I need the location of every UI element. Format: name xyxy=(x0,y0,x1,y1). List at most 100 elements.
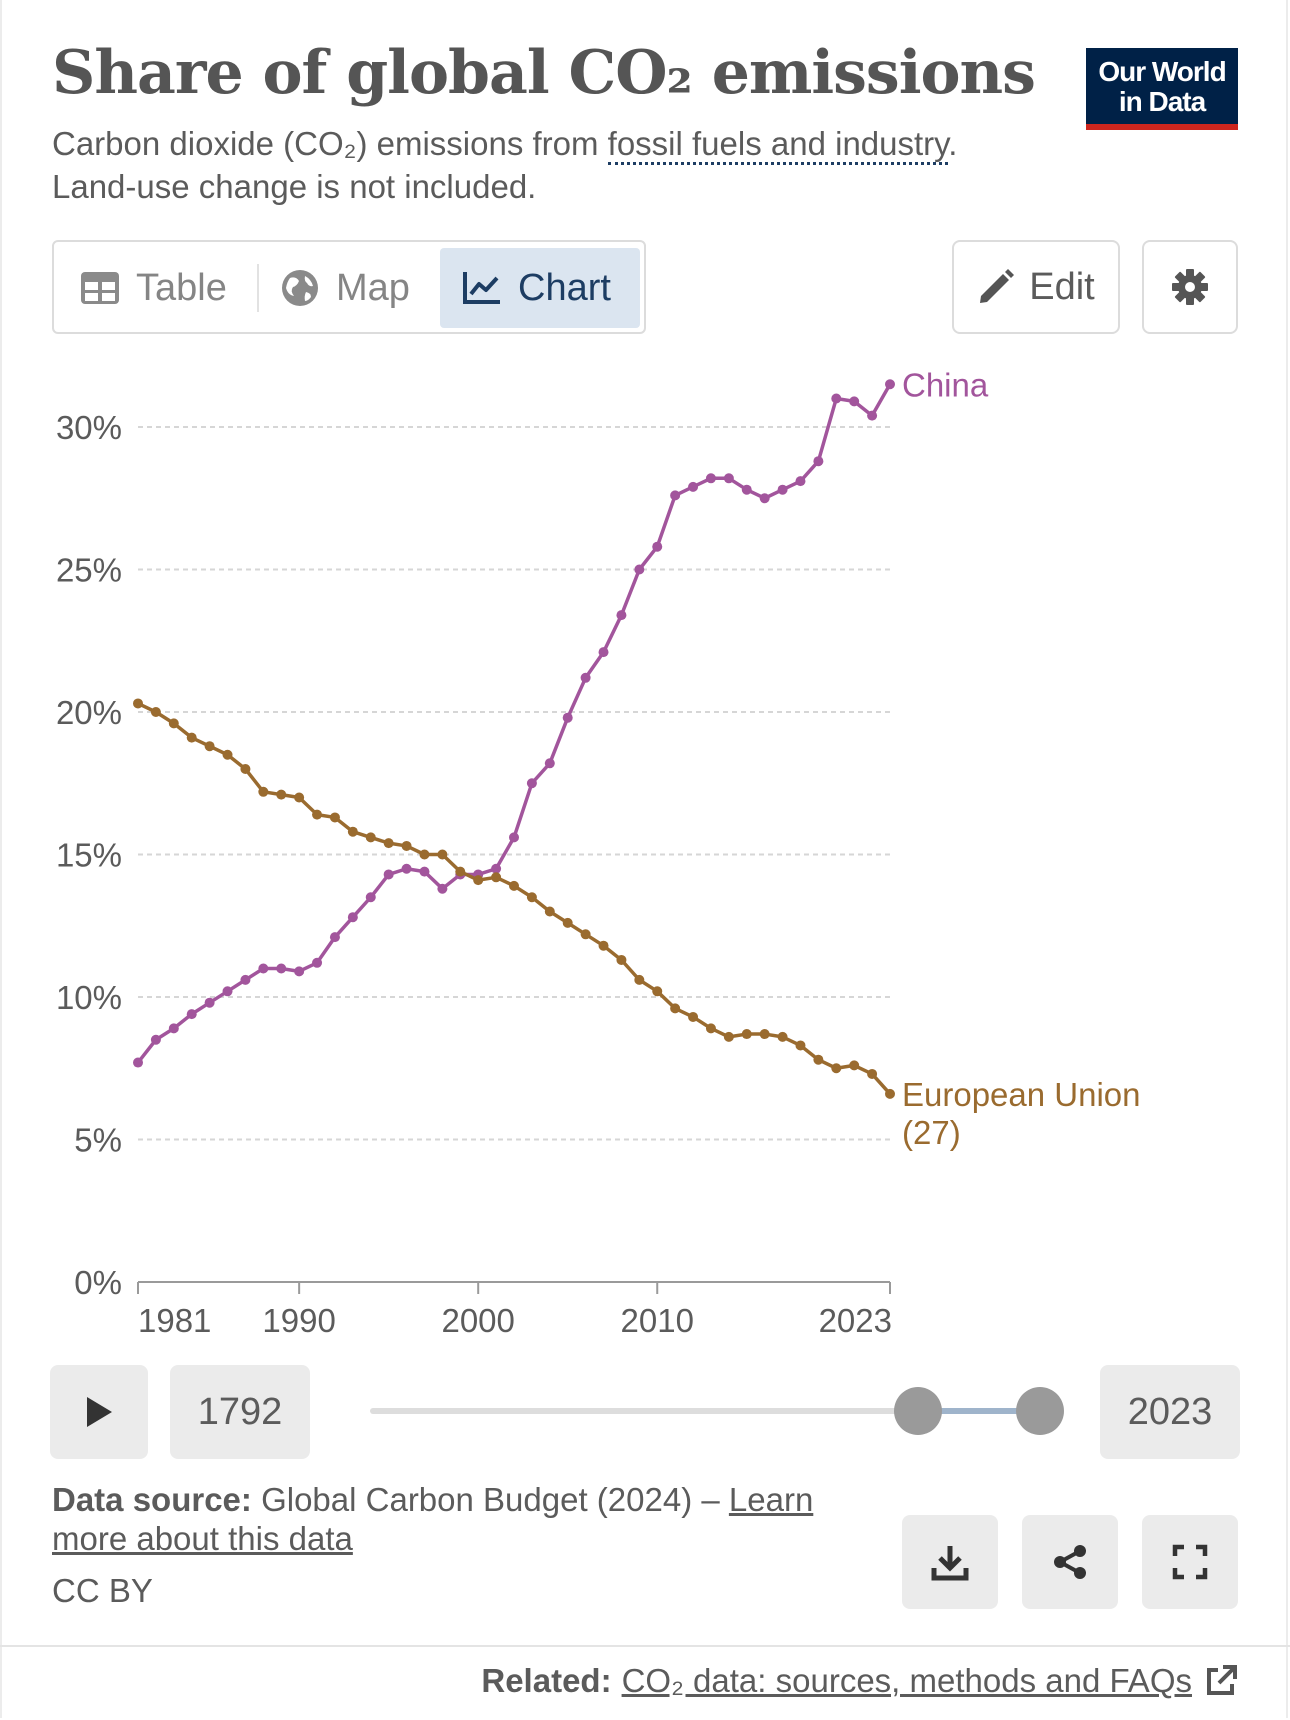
subtitle-text-end: . Land-use change is not included. xyxy=(52,125,958,205)
view-tabs: Table Map Chart xyxy=(52,240,646,334)
data-point-china xyxy=(759,493,770,504)
data-point-european-union-27 xyxy=(491,872,502,883)
series-label-european-union-27: (27) xyxy=(902,1114,961,1151)
data-point-european-union-27 xyxy=(634,974,645,985)
data-point-european-union-27 xyxy=(705,1023,716,1034)
data-point-china xyxy=(258,963,269,974)
data-point-european-union-27 xyxy=(670,1003,681,1014)
data-point-china xyxy=(562,712,573,723)
data-point-european-union-27 xyxy=(258,786,269,797)
data-point-china xyxy=(312,957,323,968)
share-button[interactable] xyxy=(1022,1515,1118,1609)
data-point-european-union-27 xyxy=(383,838,394,849)
x-tick-label: 1990 xyxy=(262,1302,335,1339)
fullscreen-icon xyxy=(1172,1544,1208,1580)
series-label-china: China xyxy=(902,366,989,403)
data-point-china xyxy=(133,1057,143,1068)
logo-line-2: in Data xyxy=(1118,86,1206,117)
timeline-start-year[interactable]: 1792 xyxy=(170,1365,310,1459)
data-point-european-union-27 xyxy=(849,1060,860,1071)
pencil-icon xyxy=(980,269,1015,303)
data-point-european-union-27 xyxy=(276,789,287,800)
y-tick-label: 10% xyxy=(56,979,122,1016)
timeline-end-handle[interactable] xyxy=(1016,1387,1064,1435)
data-point-european-union-27 xyxy=(455,866,466,877)
related-link[interactable]: CO₂ data: sources, methods and FAQs xyxy=(621,1662,1192,1699)
data-point-china xyxy=(526,778,537,789)
data-point-european-union-27 xyxy=(723,1031,734,1042)
data-point-european-union-27 xyxy=(294,792,305,803)
data-point-european-union-27 xyxy=(544,906,555,917)
edit-button[interactable]: Edit xyxy=(952,240,1120,334)
data-point-european-union-27 xyxy=(741,1029,752,1040)
data-point-european-union-27 xyxy=(831,1063,842,1074)
download-button[interactable] xyxy=(902,1515,998,1609)
data-point-european-union-27 xyxy=(813,1054,824,1065)
data-point-european-union-27 xyxy=(526,892,537,903)
series-line-european-union-27 xyxy=(137,701,892,1096)
timeline-end-year[interactable]: 2023 xyxy=(1100,1365,1240,1459)
y-tick-label: 25% xyxy=(56,552,122,589)
timeline-track[interactable] xyxy=(370,1408,920,1414)
data-point-european-union-27 xyxy=(222,749,233,760)
owid-logo[interactable]: Our World in Data xyxy=(1086,48,1238,130)
tab-chart[interactable]: Chart xyxy=(440,248,640,328)
tab-map[interactable]: Map xyxy=(280,248,410,328)
data-point-european-union-27 xyxy=(365,832,376,843)
page-title: Share of global CO₂ emissions xyxy=(52,38,1036,108)
tab-table[interactable]: Table xyxy=(80,248,227,328)
download-icon xyxy=(931,1546,969,1581)
data-point-european-union-27 xyxy=(652,986,663,997)
learn-more-link[interactable]: Learn more about this data xyxy=(52,1481,814,1557)
data-point-european-union-27 xyxy=(473,875,484,886)
data-point-european-union-27 xyxy=(777,1031,788,1042)
data-point-china xyxy=(634,564,645,575)
data-point-china xyxy=(186,1009,197,1020)
tab-chart-label: Chart xyxy=(518,266,611,309)
tab-separator xyxy=(257,264,259,312)
fullscreen-button[interactable] xyxy=(1142,1515,1238,1609)
data-point-china xyxy=(813,456,824,467)
data-point-european-union-27 xyxy=(598,940,609,951)
data-point-china xyxy=(616,610,627,621)
data-point-china xyxy=(150,1034,161,1045)
data-point-european-union-27 xyxy=(168,718,179,729)
related-links: Related: CO₂ data: sources, methods and … xyxy=(481,1662,1238,1700)
data-point-european-union-27 xyxy=(580,929,591,940)
play-icon xyxy=(87,1397,112,1427)
data-point-china xyxy=(276,963,287,974)
settings-button[interactable] xyxy=(1142,240,1238,334)
data-point-china xyxy=(795,476,806,487)
play-button[interactable] xyxy=(50,1365,148,1459)
data-point-european-union-27 xyxy=(562,917,573,928)
data-point-china xyxy=(365,892,376,903)
table-icon xyxy=(81,272,119,304)
data-point-china xyxy=(867,410,878,421)
data-point-china xyxy=(294,966,305,977)
data-point-european-union-27 xyxy=(759,1029,770,1040)
data-point-european-union-27 xyxy=(133,698,143,709)
data-point-china xyxy=(670,490,681,501)
data-point-china xyxy=(347,912,358,923)
fossil-fuels-link[interactable]: fossil fuels and industry xyxy=(607,125,949,165)
share-icon xyxy=(1054,1545,1086,1579)
y-tick-label: 30% xyxy=(56,409,122,446)
data-point-european-union-27 xyxy=(312,809,323,820)
timeline-selected-range xyxy=(918,1408,1040,1414)
data-point-china xyxy=(705,473,716,484)
gear-icon xyxy=(1172,269,1208,305)
data-point-china xyxy=(240,974,251,985)
related-label: Related: xyxy=(481,1662,612,1699)
data-point-european-union-27 xyxy=(204,741,215,752)
data-source: Data source: Global Carbon Budget (2024)… xyxy=(52,1480,872,1558)
data-point-china xyxy=(204,997,215,1008)
logo-line-1: Our World xyxy=(1098,56,1226,87)
line-chart-icon xyxy=(463,272,500,304)
data-point-china xyxy=(222,986,233,997)
timeline-start-handle[interactable] xyxy=(894,1387,942,1435)
y-tick-label: 0% xyxy=(74,1264,122,1301)
data-point-china xyxy=(849,396,860,407)
license-text: CC BY xyxy=(52,1572,153,1609)
data-point-european-union-27 xyxy=(419,849,430,860)
data-point-european-union-27 xyxy=(240,764,251,774)
